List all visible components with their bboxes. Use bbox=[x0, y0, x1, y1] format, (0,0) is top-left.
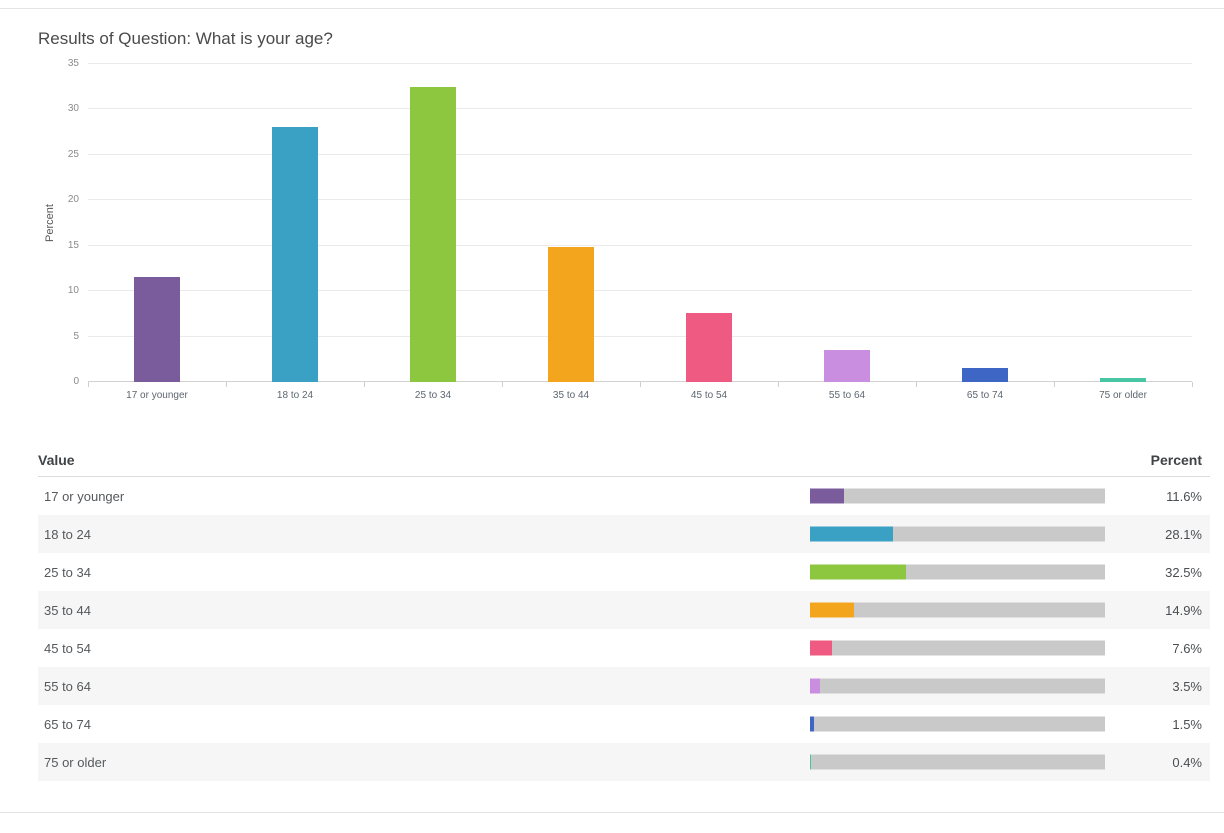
x-tick-label-25-to-34: 25 to 34 bbox=[414, 390, 452, 401]
gridline-5 bbox=[88, 335, 1192, 337]
row-percent-label: 3.5% bbox=[1172, 678, 1202, 694]
x-tick-label-75-or-older: 75 or older bbox=[1099, 390, 1147, 401]
row-percent-label: 14.9% bbox=[1165, 602, 1202, 618]
y-tick-label-10: 10 bbox=[67, 285, 79, 297]
y-tick-label-20: 20 bbox=[67, 194, 79, 206]
y-axis-title: Percent bbox=[44, 204, 56, 242]
table-row-65-to-74: 65 to 74 1.5% bbox=[38, 705, 1210, 743]
y-tick-label-5: 5 bbox=[73, 330, 79, 342]
bar-chart-plot-area: 0 5 10 15 20 25 30 35 bbox=[68, 59, 1193, 387]
row-percent-label: 32.5% bbox=[1165, 564, 1202, 580]
row-value-label: 17 or younger bbox=[44, 488, 125, 504]
x-tick-label-17-or-younger: 17 or younger bbox=[126, 390, 188, 401]
bar-45-to-54 bbox=[686, 312, 732, 382]
y-tick-label-0: 0 bbox=[73, 376, 79, 387]
percent-bar-track bbox=[810, 602, 1105, 618]
gridline-20 bbox=[88, 199, 1192, 201]
percent-bar-track bbox=[810, 678, 1105, 694]
table-header-row: Value Percent bbox=[38, 444, 1210, 477]
row-value-label: 75 or older bbox=[44, 754, 107, 770]
x-tick-label-55-to-64: 55 to 64 bbox=[828, 390, 866, 401]
percent-bar-track bbox=[810, 640, 1105, 656]
row-value-label: 45 to 54 bbox=[44, 640, 91, 656]
table-row-55-to-64: 55 to 64 3.5% bbox=[38, 667, 1210, 705]
x-axis-tick bbox=[1192, 382, 1193, 387]
percent-bar-track bbox=[810, 564, 1105, 580]
gridline-15 bbox=[88, 244, 1192, 246]
x-axis-tick bbox=[916, 382, 917, 387]
y-tick-label-30: 30 bbox=[67, 103, 79, 115]
percent-bar-fill bbox=[810, 488, 845, 504]
bar-55-to-64 bbox=[824, 350, 870, 382]
table-row-35-to-44: 35 to 44 14.9% bbox=[38, 591, 1210, 629]
row-value-label: 18 to 24 bbox=[44, 526, 91, 542]
percent-bar-fill bbox=[810, 640, 833, 656]
bottom-divider bbox=[0, 812, 1224, 813]
x-axis-tick bbox=[502, 382, 503, 387]
gridline-25 bbox=[88, 153, 1192, 155]
row-value-label: 35 to 44 bbox=[44, 602, 91, 618]
bar-25-to-34 bbox=[410, 86, 456, 382]
table-header-percent: Percent bbox=[1150, 452, 1202, 468]
table-row-18-to-24: 18 to 24 28.1% bbox=[38, 515, 1210, 553]
bar-18-to-24 bbox=[272, 126, 318, 382]
x-tick-label-65-to-74: 65 to 74 bbox=[966, 390, 1004, 401]
table-body: 17 or younger 11.6% 18 to 24 28.1% 25 to 34 3… bbox=[38, 477, 1210, 781]
page-title: Results of Question: What is your age? bbox=[38, 29, 333, 48]
bar-35-to-44 bbox=[548, 246, 594, 382]
x-axis-tick bbox=[88, 382, 89, 387]
row-percent-label: 1.5% bbox=[1172, 716, 1202, 732]
row-value-label: 55 to 64 bbox=[44, 678, 91, 694]
percent-bar-fill bbox=[810, 602, 854, 618]
table-row-25-to-34: 25 to 34 32.5% bbox=[38, 553, 1210, 591]
percent-bar-fill bbox=[810, 564, 906, 580]
x-tick-label-45-to-54: 45 to 54 bbox=[690, 390, 728, 401]
top-divider bbox=[0, 8, 1224, 9]
table-row-75-or-older: 75 or older 0.4% bbox=[38, 743, 1210, 781]
row-value-label: 65 to 74 bbox=[44, 716, 91, 732]
y-tick-label-25: 25 bbox=[67, 148, 79, 160]
bar-17-or-younger bbox=[134, 276, 180, 382]
gridline-10 bbox=[88, 290, 1192, 292]
row-percent-label: 11.6% bbox=[1166, 488, 1202, 504]
percent-bar-fill bbox=[810, 716, 815, 732]
x-axis-labels: 17 or younger 18 to 24 25 to 34 35 to 44 45 … bbox=[88, 390, 1192, 401]
gridline-35 bbox=[88, 63, 1192, 64]
percent-bar-track bbox=[810, 716, 1105, 732]
y-tick-label-15: 15 bbox=[67, 239, 79, 251]
gridline-30 bbox=[88, 108, 1192, 110]
row-percent-label: 28.1% bbox=[1165, 526, 1202, 542]
gridline-0 bbox=[88, 381, 1192, 382]
results-table: Value Percent 17 or younger 11.6% 18 to 24… bbox=[38, 444, 1210, 781]
percent-bar-track bbox=[810, 526, 1105, 542]
row-percent-label: 7.6% bbox=[1172, 640, 1202, 656]
percent-bar-track bbox=[810, 754, 1105, 770]
x-axis-tick bbox=[640, 382, 641, 387]
y-tick-label-35: 35 bbox=[67, 58, 79, 69]
percent-bar-fill bbox=[810, 754, 812, 770]
percent-bar-fill bbox=[810, 526, 893, 542]
x-axis-tick bbox=[364, 382, 365, 387]
x-axis-tick bbox=[1054, 382, 1055, 387]
row-percent-label: 0.4% bbox=[1172, 754, 1202, 770]
row-value-label: 25 to 34 bbox=[44, 564, 91, 580]
table-row-17-or-younger: 17 or younger 11.6% bbox=[38, 477, 1210, 515]
x-axis-tick bbox=[226, 382, 227, 387]
table-row-45-to-54: 45 to 54 7.6% bbox=[38, 629, 1210, 667]
percent-bar-track bbox=[810, 488, 1105, 504]
x-tick-label-18-to-24: 18 to 24 bbox=[276, 390, 314, 401]
x-tick-label-35-to-44: 35 to 44 bbox=[552, 390, 590, 401]
percent-bar-fill bbox=[810, 678, 821, 694]
table-header-value: Value bbox=[38, 452, 75, 468]
bar-65-to-74 bbox=[962, 368, 1008, 382]
x-axis-tick bbox=[778, 382, 779, 387]
bar-75-or-older bbox=[1100, 378, 1146, 382]
